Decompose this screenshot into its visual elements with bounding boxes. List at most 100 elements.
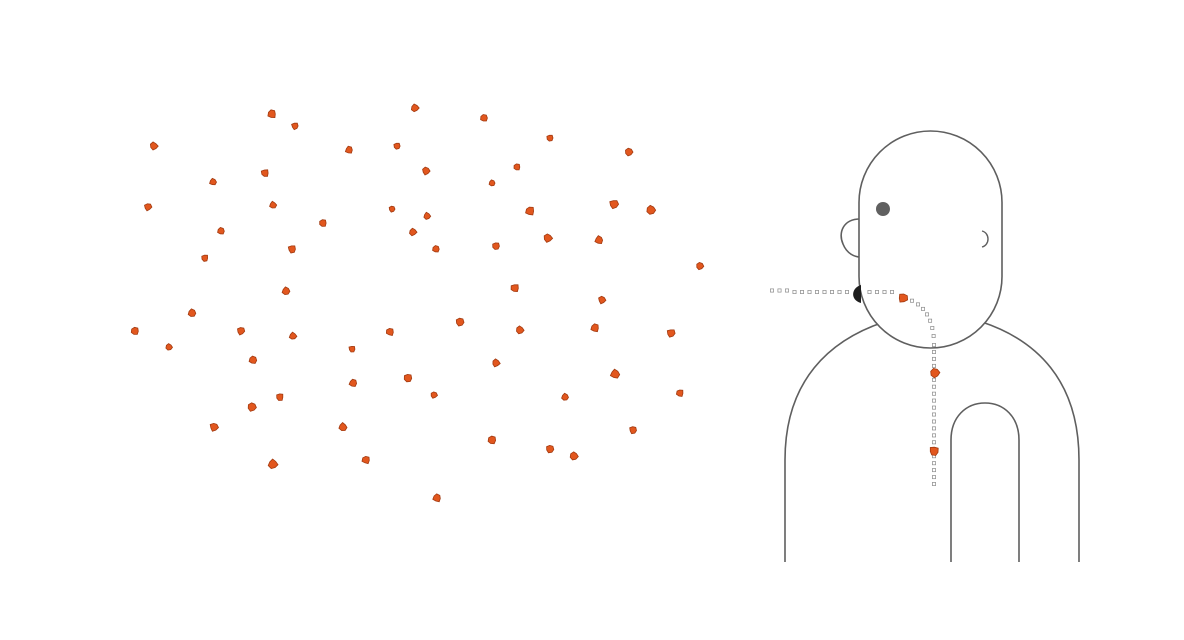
trail-dot — [932, 476, 935, 479]
particle — [210, 423, 218, 431]
trail-dot — [932, 482, 935, 485]
particle — [288, 246, 295, 253]
trail-dot — [932, 462, 935, 465]
trail-dot — [770, 289, 773, 292]
airway-particle — [931, 369, 940, 378]
particle — [431, 392, 437, 398]
particle — [349, 346, 355, 352]
particle — [345, 146, 352, 153]
particle — [423, 167, 431, 175]
trail-dot — [932, 364, 935, 367]
particle — [404, 374, 411, 381]
particle — [320, 220, 326, 227]
particle — [570, 452, 578, 460]
body-outline — [785, 322, 1079, 562]
head — [859, 131, 1002, 348]
trail-dot — [932, 343, 935, 346]
trail-dot — [845, 290, 848, 293]
particle — [394, 143, 400, 149]
particle — [489, 180, 495, 186]
trail-dot — [932, 392, 935, 395]
particle — [362, 456, 369, 463]
particle — [630, 427, 637, 434]
particle — [676, 390, 683, 396]
trail-dot — [793, 290, 796, 293]
particle — [667, 330, 675, 337]
particle — [544, 234, 552, 243]
trail-dot — [932, 406, 935, 409]
particle — [289, 332, 297, 339]
particle — [249, 356, 257, 363]
particle — [591, 324, 598, 332]
trail-dot — [808, 290, 811, 293]
particle — [514, 164, 520, 170]
particle — [547, 445, 554, 452]
trail-dot — [883, 290, 886, 293]
particle — [292, 123, 299, 130]
particle — [424, 212, 431, 219]
trail-dot — [925, 313, 928, 316]
trail-dot — [932, 399, 935, 402]
trail-dot — [778, 289, 781, 292]
particle — [547, 135, 553, 141]
airway-particle — [930, 447, 938, 455]
particle — [202, 255, 208, 261]
trail-dot — [932, 427, 935, 430]
trail-dot — [932, 378, 935, 381]
particle — [610, 201, 619, 209]
person-figure — [785, 131, 1079, 562]
particle — [150, 142, 158, 150]
trail-dot — [868, 290, 871, 293]
particle — [349, 379, 357, 386]
particle — [599, 296, 606, 304]
particle — [268, 110, 275, 118]
particle — [145, 204, 152, 211]
particle — [270, 201, 277, 208]
particle — [511, 285, 518, 292]
ear — [841, 219, 860, 257]
particle — [433, 494, 441, 502]
trail-dot — [932, 469, 935, 472]
trail-dot — [800, 290, 803, 293]
particle — [526, 207, 534, 215]
particle — [488, 436, 496, 444]
particle — [493, 243, 500, 250]
particle — [188, 309, 196, 317]
trail-dot — [815, 290, 818, 293]
trail-dot — [838, 290, 841, 293]
trail-dot — [929, 319, 932, 322]
particle — [456, 318, 464, 326]
trail-dot — [932, 334, 935, 337]
particle — [595, 236, 603, 244]
particle — [493, 359, 500, 367]
particle — [218, 228, 225, 235]
particle — [131, 327, 138, 334]
particle — [517, 326, 525, 334]
trail-dot — [932, 434, 935, 437]
particle — [277, 394, 283, 401]
particle — [610, 369, 619, 378]
trail-dot — [921, 307, 924, 310]
particle — [261, 170, 268, 177]
particle — [389, 206, 395, 212]
particle — [433, 246, 440, 252]
particle — [210, 178, 217, 184]
trail-dot — [932, 441, 935, 444]
particle — [339, 423, 347, 431]
particle — [411, 104, 419, 112]
trail-dot — [931, 326, 934, 329]
trail-dot — [932, 420, 935, 423]
trail-dot — [932, 385, 935, 388]
airway-particle — [899, 294, 907, 302]
particle — [386, 328, 393, 335]
trail-dot — [823, 290, 826, 293]
particle — [268, 459, 278, 469]
particle — [238, 328, 245, 335]
particle — [626, 148, 634, 156]
particle — [410, 228, 418, 236]
particle — [481, 115, 488, 122]
particle — [166, 344, 173, 351]
trail-dot — [932, 357, 935, 360]
particle — [248, 403, 256, 412]
